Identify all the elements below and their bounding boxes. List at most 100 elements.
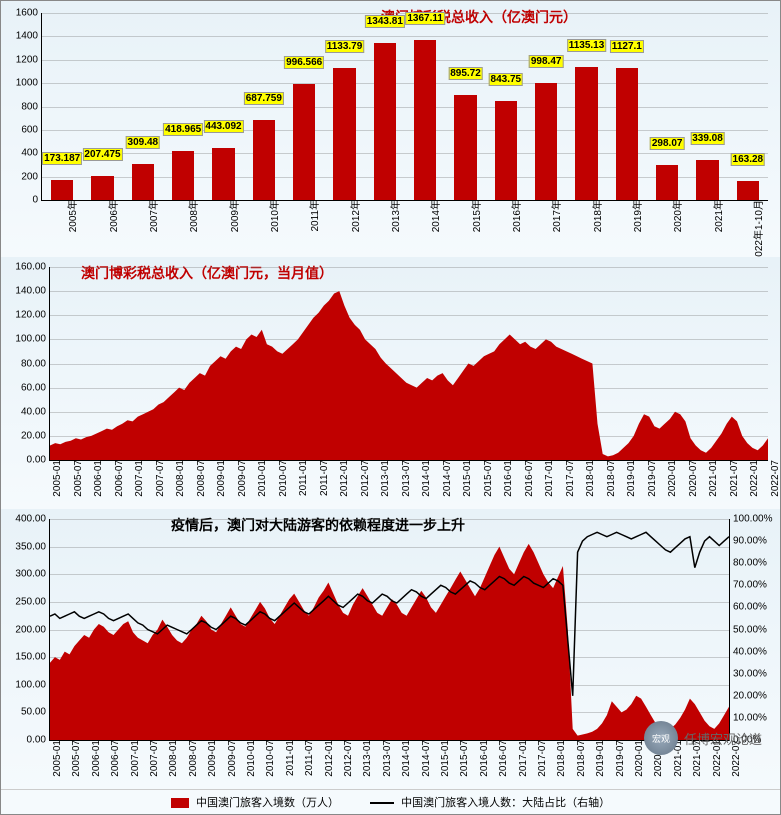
chart2-ytick: 0.00 [27, 455, 50, 466]
chart1-xtick: 2011年 [304, 200, 321, 232]
chart3-ytick-left: 350.00 [15, 541, 50, 552]
legend-swatch-area [171, 798, 189, 808]
chart3-xtick: 2017-07 [535, 740, 548, 777]
chart2-xtick: 2006-01 [91, 460, 104, 497]
chart1-bar [333, 68, 355, 201]
chart3-xtick: 2014-01 [399, 740, 412, 777]
chart3-xtick: 2009-07 [225, 740, 238, 777]
chart1-xtick: 2022年1-10月 [748, 200, 765, 262]
chart3-ytick-left: 300.00 [15, 569, 50, 580]
chart2-xtick: 2020-01 [665, 460, 678, 497]
chart3-xtick: 2016-01 [477, 740, 490, 777]
chart1-bar [616, 68, 638, 200]
chart1-xtick: 2015年 [466, 200, 483, 232]
chart2-xtick: 2016-07 [522, 460, 535, 497]
chart3-ytick-right: 70.00% [729, 580, 767, 591]
chart1-bar-label: 1343.81 [365, 15, 405, 28]
chart2-xtick: 2011-07 [317, 460, 330, 496]
chart3-xtick: 2005-07 [69, 740, 82, 777]
chart1-bar-label: 1133.79 [325, 40, 365, 53]
chart1-bar [454, 95, 476, 200]
chart3-xtick: 2019-01 [593, 740, 606, 777]
chart2-xtick: 2014-01 [419, 460, 432, 497]
chart1-bar-label: 843.75 [489, 73, 524, 86]
chart1-ytick: 800 [21, 101, 42, 112]
chart3-xtick: 2012-07 [341, 740, 354, 777]
chart1-ytick: 400 [21, 148, 42, 159]
chart3-xtick: 2007-07 [147, 740, 160, 777]
chart1-bar-label: 163.28 [731, 153, 766, 166]
chart1-bar-label: 309.48 [126, 136, 161, 149]
chart2-xtick: 2008-07 [194, 460, 207, 497]
chart3-plot: 0.0050.00100.00150.00200.00250.00300.003… [49, 519, 730, 741]
chart2-xtick: 2022-01 [747, 460, 760, 497]
chart1-bar [212, 148, 234, 200]
chart3-xtick: 2012-01 [322, 740, 335, 777]
chart2-xtick: 2015-01 [460, 460, 473, 497]
chart1-ytick: 0 [32, 195, 42, 206]
chart2-ytick: 120.00 [15, 310, 50, 321]
chart2-plot: 0.0020.0040.0060.0080.00100.00120.00140.… [49, 267, 768, 461]
chart3-ytick-left: 200.00 [15, 624, 50, 635]
chart3-xtick: 2013-07 [380, 740, 393, 777]
chart1-plot: 02004006008001000120014001600173.1872005… [41, 13, 768, 201]
chart2-xtick: 2014-07 [440, 460, 453, 497]
chart2-xtick: 2017-01 [542, 460, 555, 497]
chart3-xtick: 2018-01 [554, 740, 567, 777]
chart2-xtick: 2009-07 [235, 460, 248, 497]
chart1-xtick: 2019年 [627, 200, 644, 232]
chart1-bar-label: 173.187 [42, 152, 82, 165]
chart3-legend: 中国澳门旅客入境数（万人） 中国澳门旅客入境人数：大陆占比（右轴） [1, 789, 780, 814]
chart1-xtick: 2020年 [667, 200, 684, 232]
chart1-ytick: 1000 [16, 78, 42, 89]
chart3-ytick-left: 400.00 [15, 514, 50, 525]
chart3-xtick: 2008-07 [186, 740, 199, 777]
chart-visitors: 疫情后，澳门对大陆游客的依赖程度进一步上升 0.0050.00100.00150… [1, 509, 780, 789]
chart1-bar-label: 1135.13 [567, 39, 607, 52]
chart2-xtick: 2012-01 [337, 460, 350, 497]
chart3-xtick: 2007-01 [128, 740, 141, 777]
chart1-xtick: 2013年 [385, 200, 402, 232]
chart1-bar [51, 180, 73, 200]
chart1-bar-label: 1367.11 [405, 12, 445, 25]
chart2-xtick: 2017-07 [563, 460, 576, 497]
chart2-xtick: 2013-07 [399, 460, 412, 497]
chart1-bar [253, 120, 275, 200]
chart2-xtick: 2020-07 [686, 460, 699, 497]
chart1-xtick: 2005年 [62, 200, 79, 232]
chart2-xtick: 2021-01 [706, 460, 719, 497]
chart1-xtick: 2016年 [506, 200, 523, 232]
chart2-xtick: 2011-01 [296, 460, 309, 496]
chart3-xtick: 2017-01 [516, 740, 529, 777]
chart3-ytick-right: 40.00% [729, 646, 767, 657]
chart3-xtick: 2018-07 [574, 740, 587, 777]
chart3-xtick: 2011-07 [302, 740, 315, 776]
chart1-xtick: 2012年 [345, 200, 362, 232]
chart2-ytick: 160.00 [15, 262, 50, 273]
chart1-bar [495, 101, 517, 200]
chart1-xtick: 2007年 [143, 200, 160, 232]
chart3-ytick-right: 60.00% [729, 602, 767, 613]
chart-monthly-revenue: 澳门博彩税总收入（亿澳门元，当月值） 0.0020.0040.0060.0080… [1, 257, 780, 509]
chart2-ytick: 100.00 [15, 334, 50, 345]
chart1-bar-label: 298.07 [650, 137, 685, 150]
chart1-bar [91, 176, 113, 200]
chart1-ytick: 1600 [16, 8, 42, 19]
chart1-bar [172, 151, 194, 200]
chart2-xtick: 2005-01 [50, 460, 63, 497]
chart1-xtick: 2014年 [425, 200, 442, 232]
chart3-ytick-right: 80.00% [729, 558, 767, 569]
chart3-xtick: 2008-01 [166, 740, 179, 777]
charts-container: 澳门博彩税总收入（亿澳门元） 0200400600800100012001400… [0, 0, 781, 815]
chart1-ytick: 600 [21, 124, 42, 135]
chart3-ytick-right: 30.00% [729, 668, 767, 679]
chart3-xtick: 2006-01 [89, 740, 102, 777]
chart-annual-revenue: 澳门博彩税总收入（亿澳门元） 0200400600800100012001400… [1, 1, 780, 257]
chart1-xtick: 2018年 [587, 200, 604, 232]
chart3-xtick: 2010-01 [244, 740, 257, 777]
chart3-ytick-right: 50.00% [729, 624, 767, 635]
chart1-xtick: 2009年 [224, 200, 241, 232]
chart3-ytick-left: 250.00 [15, 596, 50, 607]
chart2-xtick: 2007-01 [132, 460, 145, 497]
chart3-xtick: 2010-07 [263, 740, 276, 777]
